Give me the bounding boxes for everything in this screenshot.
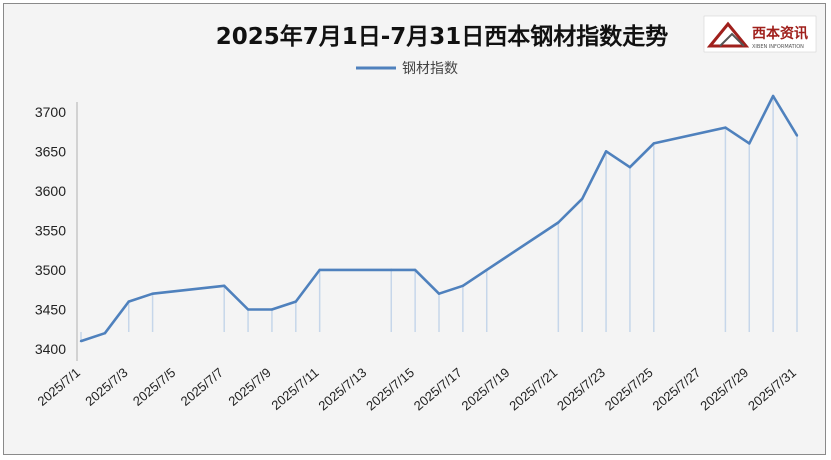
x-tick-label: 2025/7/13 (315, 365, 369, 414)
x-tick-label: 2025/7/9 (225, 365, 273, 409)
y-tick-label: 3700 (35, 104, 66, 120)
x-tick-label: 2025/7/17 (411, 365, 465, 414)
x-tick-label: 2025/7/23 (554, 365, 608, 414)
logo-mountain-icon (706, 21, 750, 48)
data-point (390, 268, 393, 272)
chart-title: 2025年7月1日-7月31日西本钢材指数走势 (216, 23, 669, 50)
y-tick-label: 3400 (35, 341, 66, 357)
data-point (652, 142, 655, 145)
drop-lines (80, 96, 798, 342)
y-tick-label: 3600 (35, 183, 66, 199)
x-tick-label: 2025/7/7 (178, 365, 226, 409)
y-tick-label: 3550 (35, 222, 66, 238)
data-point (437, 292, 441, 295)
data-point (557, 221, 560, 224)
data-point (294, 300, 297, 303)
data-point (79, 339, 83, 343)
data-point (413, 268, 417, 272)
y-tick-label: 3650 (35, 143, 66, 159)
data-point (270, 308, 274, 311)
data-point (246, 308, 250, 311)
y-axis-ticks: 3400 3450 3500 3550 3600 3650 3700 (35, 104, 66, 357)
data-point (724, 126, 727, 129)
x-tick-label: 2025/7/25 (602, 365, 656, 414)
data-point (127, 300, 130, 303)
data-point (461, 284, 465, 287)
chart-frame: 2025年7月1日-7月31日西本钢材指数走势 钢材指数 西本资讯 XIBEN … (3, 3, 826, 455)
data-point (771, 94, 775, 98)
legend-label: 钢材指数 (402, 61, 458, 77)
logo-text: 西本资讯 (752, 25, 808, 42)
data-point (223, 284, 226, 287)
x-tick-label: 2025/7/31 (745, 365, 799, 414)
x-tick-label: 2025/7/3 (82, 365, 130, 409)
data-point (628, 165, 632, 169)
data-point (151, 292, 154, 295)
x-axis-ticks: 2025/7/1 2025/7/3 2025/7/5 2025/7/7 2025/7/9… (35, 365, 799, 414)
data-point (581, 197, 584, 200)
x-tick-label: 2025/7/19 (459, 365, 513, 414)
x-tick-label: 2025/7/1 (35, 365, 83, 409)
data-point (103, 331, 107, 335)
x-tick-label: 2025/7/11 (268, 365, 321, 413)
data-point (748, 142, 751, 145)
data-point (318, 268, 321, 272)
x-tick-label: 2025/7/5 (130, 365, 178, 409)
legend: 钢材指数 (356, 61, 458, 77)
x-tick-label: 2025/7/29 (697, 365, 751, 414)
x-tick-label: 2025/7/27 (650, 365, 704, 414)
data-point (604, 150, 608, 153)
logo-subtext: XIBEN INFORMATION (752, 44, 804, 50)
x-tick-label: 2025/7/15 (363, 365, 417, 414)
data-point (795, 134, 799, 137)
chart-canvas: 2025年7月1日-7月31日西本钢材指数走势 钢材指数 西本资讯 XIBEN … (35, 15, 817, 414)
brand-logo: 西本资讯 XIBEN INFORMATION (703, 15, 817, 53)
series-group (79, 94, 799, 343)
x-tick-label: 2025/7/21 (506, 365, 560, 414)
logo-peak-icon (719, 32, 745, 47)
data-point (485, 268, 488, 272)
y-tick-label: 3500 (35, 262, 66, 278)
y-tick-label: 3450 (35, 301, 66, 317)
